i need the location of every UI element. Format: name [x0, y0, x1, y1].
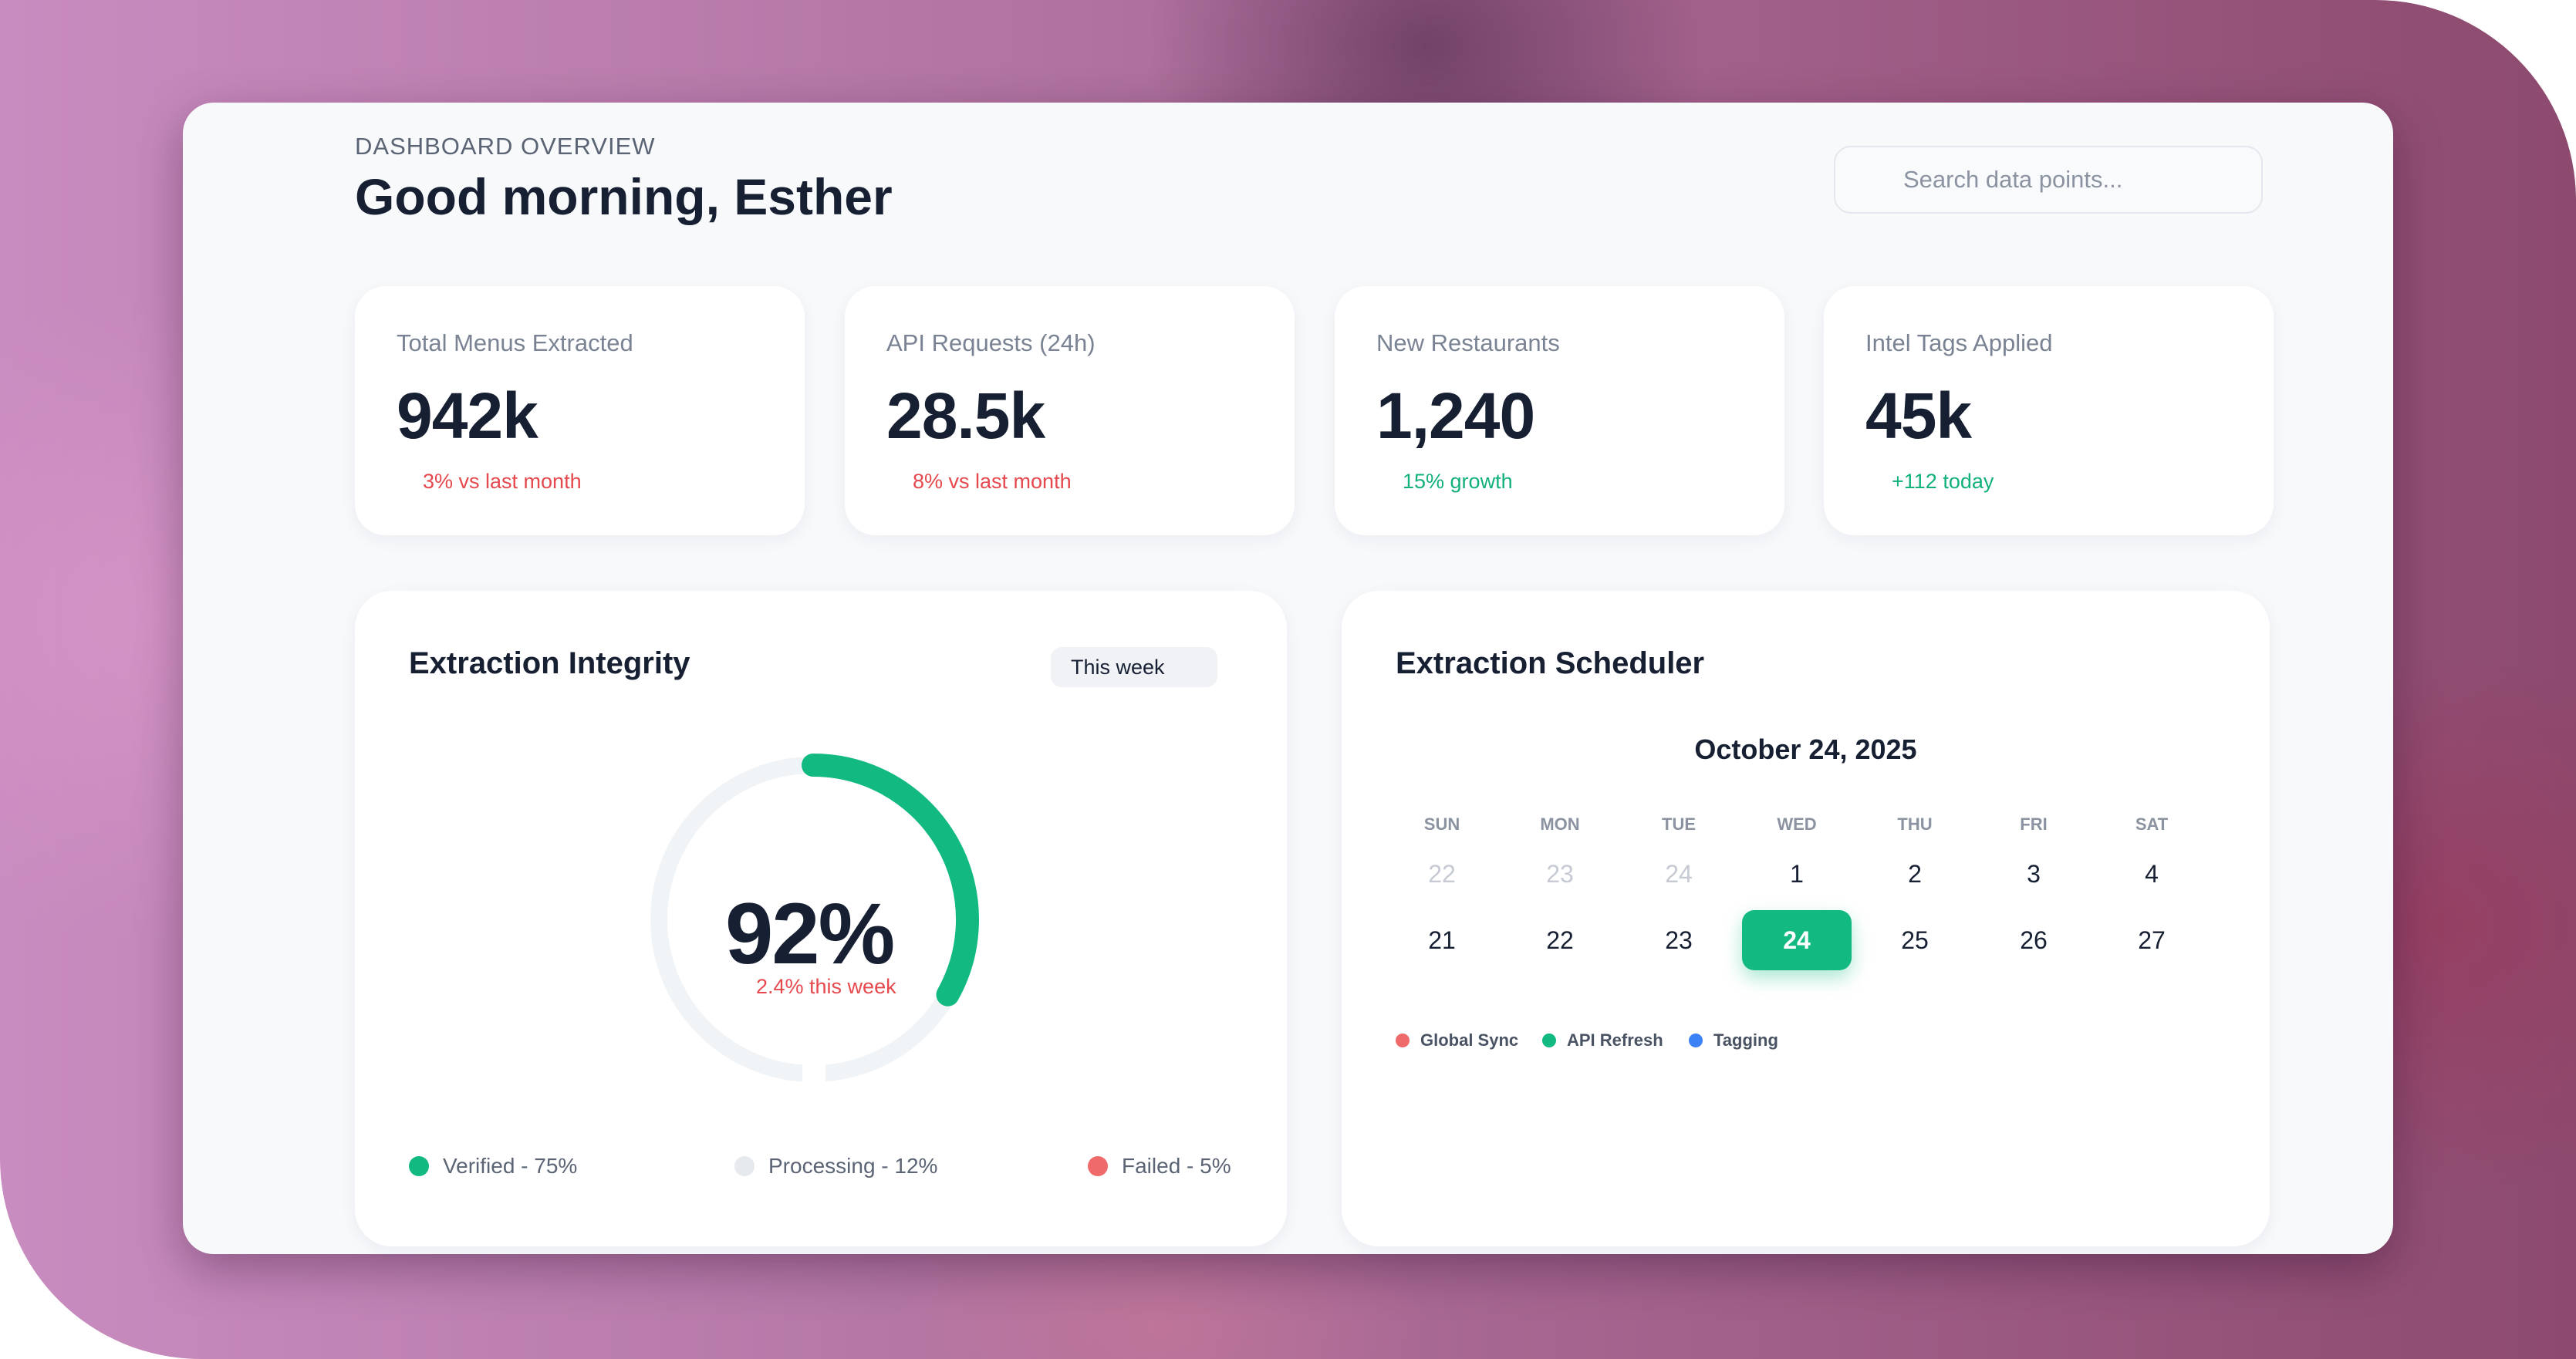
- stat-value: 1,240: [1376, 379, 1535, 452]
- legend-label: Processing - 12%: [768, 1154, 938, 1178]
- integrity-title: Extraction Integrity: [409, 646, 690, 680]
- page-eyebrow: DASHBOARD OVERVIEW: [355, 133, 656, 160]
- calendar-day[interactable]: 22: [1428, 860, 1456, 888]
- calendar-day[interactable]: 23: [1546, 860, 1574, 888]
- global-sync-dot: [1396, 1034, 1410, 1047]
- legend-label: Verified - 75%: [443, 1154, 578, 1178]
- calendar-day[interactable]: 1: [1790, 860, 1804, 888]
- weekday-tue: TUE: [1662, 814, 1696, 834]
- integrity-gauge: [650, 754, 979, 1239]
- legend-api-refresh: API Refresh: [1542, 1030, 1663, 1050]
- stat-value: 45k: [1865, 379, 1972, 452]
- stat-value: 942k: [397, 379, 538, 452]
- api-refresh-dot: [1542, 1034, 1556, 1047]
- search-input[interactable]: [1834, 146, 2263, 214]
- weekday-wed: WED: [1777, 814, 1817, 834]
- calendar-day-selected[interactable]: 24: [1742, 910, 1852, 970]
- stat-change: +112 today: [1892, 470, 1994, 493]
- page-title: Good morning, Esther: [355, 168, 893, 225]
- search-icon: [1858, 170, 1875, 187]
- calendar-day[interactable]: 21: [1428, 926, 1456, 954]
- scheduler-title: Extraction Scheduler: [1396, 646, 1705, 680]
- legend-tagging: Tagging: [1689, 1030, 1778, 1050]
- legend-failed: Failed - 5%: [1088, 1154, 1231, 1179]
- failed-dot: [1088, 1156, 1108, 1176]
- weekday-mon: MON: [1540, 814, 1580, 834]
- calendar-day[interactable]: 22: [1546, 926, 1574, 954]
- legend-label: Global Sync: [1420, 1030, 1519, 1050]
- weekday-fri: FRI: [2020, 814, 2048, 834]
- scheduler-card: Extraction Scheduler October 24, 2025 SU…: [1342, 591, 2270, 1246]
- weekday-sun: SUN: [1423, 814, 1460, 834]
- verified-dot: [409, 1156, 429, 1176]
- stat-change: 8% vs last month: [913, 470, 1072, 493]
- calendar-day[interactable]: 2: [1908, 860, 1922, 888]
- calendar-day[interactable]: 3: [2027, 860, 2041, 888]
- gauge-progress-arc: [802, 754, 979, 1007]
- tagging-dot: [1689, 1034, 1703, 1047]
- integrity-card: Extraction Integrity This week 92% 2.4% …: [355, 591, 1287, 1246]
- legend-global-sync: Global Sync: [1396, 1030, 1518, 1050]
- stat-label: New Restaurants: [1376, 329, 1560, 356]
- stat-label: API Requests (24h): [886, 329, 1096, 356]
- calendar-day[interactable]: 25: [1901, 926, 1929, 954]
- legend-label: API Refresh: [1567, 1030, 1663, 1050]
- weekday-sat: SAT: [2135, 814, 2169, 834]
- stat-label: Total Menus Extracted: [397, 329, 633, 356]
- calendar-day[interactable]: 23: [1665, 926, 1693, 954]
- calendar-day[interactable]: 24: [1665, 860, 1693, 888]
- stat-change: 3% vs last month: [423, 470, 582, 493]
- stat-card-total-menus[interactable]: Total Menus Extracted 942k 3% vs last mo…: [355, 286, 805, 535]
- dashboard-panel: DASHBOARD OVERVIEW Good morning, Esther …: [183, 103, 2393, 1254]
- legend-processing: Processing - 12%: [734, 1154, 937, 1179]
- stat-label: Intel Tags Applied: [1865, 329, 2053, 356]
- integrity-change: 2.4% this week: [756, 975, 896, 998]
- stat-change: 15% growth: [1403, 470, 1513, 493]
- calendar-day[interactable]: 27: [2138, 926, 2166, 954]
- legend-verified: Verified - 75%: [409, 1154, 577, 1179]
- integrity-percentage: 92%: [725, 885, 895, 982]
- stat-card-intel-tags[interactable]: Intel Tags Applied 45k +112 today: [1824, 286, 2274, 535]
- gauge-mask: [802, 915, 825, 1239]
- processing-dot: [734, 1156, 755, 1176]
- legend-label: Tagging: [1713, 1030, 1778, 1050]
- stat-card-api-requests[interactable]: API Requests (24h) 28.5k 8% vs last mont…: [845, 286, 1295, 535]
- stat-value: 28.5k: [886, 379, 1045, 452]
- weekday-thu: THU: [1897, 814, 1933, 834]
- stat-card-new-restaurants[interactable]: New Restaurants 1,240 15% growth: [1335, 286, 1784, 535]
- calendar-day[interactable]: 4: [2145, 860, 2159, 888]
- range-select-button[interactable]: This week: [1051, 647, 1217, 687]
- calendar-day[interactable]: 26: [2020, 926, 2048, 954]
- legend-label: Failed - 5%: [1122, 1154, 1231, 1178]
- calendar-month-label: October 24, 2025: [1694, 733, 1917, 765]
